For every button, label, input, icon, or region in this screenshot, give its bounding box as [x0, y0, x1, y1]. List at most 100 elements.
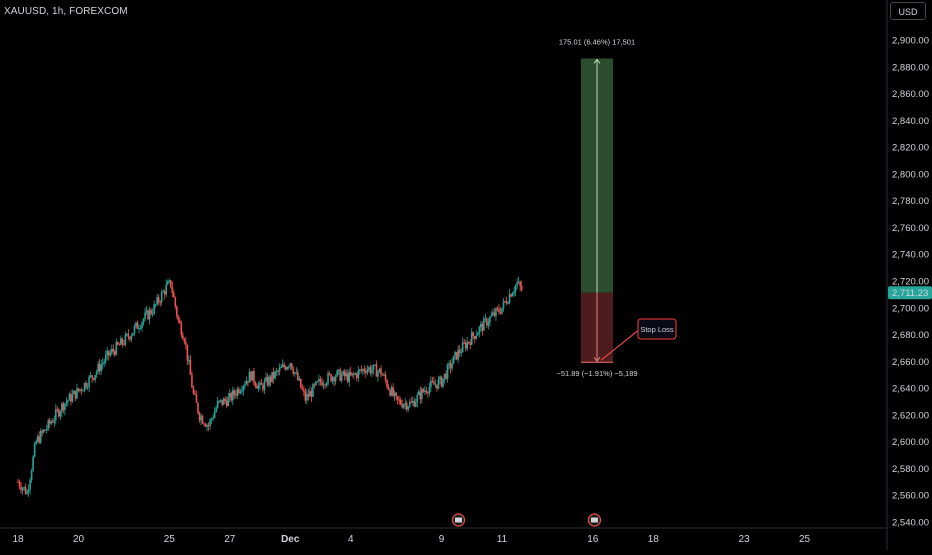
price-axis[interactable]: 2,540.00 2,560.00 2,580.00 2,600.00 2,620.00… [886, 0, 929, 550]
candle-body [36, 436, 39, 442]
candle-body [231, 390, 234, 401]
candle-body [340, 374, 343, 381]
candle-body [171, 286, 174, 294]
candle-body [200, 416, 202, 421]
candle-body [290, 363, 293, 369]
candle-body [61, 403, 63, 412]
candle-body [280, 367, 282, 369]
candle-body [520, 285, 523, 291]
candle-body [322, 384, 325, 386]
candle-body [67, 400, 69, 403]
candle-body [321, 381, 323, 386]
candle-body [79, 389, 81, 391]
callout-box[interactable] [637, 318, 677, 340]
candle-body [241, 390, 243, 392]
time-tick-label: 27 [224, 534, 236, 545]
candle-body [180, 323, 183, 336]
target-arrow-head [593, 58, 601, 64]
currency-button[interactable]: USD [890, 2, 926, 20]
candle-body [18, 481, 21, 487]
candle-body [188, 360, 190, 362]
candle-body [454, 352, 456, 356]
candle-body [215, 407, 217, 412]
candle-body [377, 371, 379, 377]
candle-body [74, 390, 77, 399]
candle-body [431, 380, 434, 382]
candle-body [330, 374, 332, 382]
candle-body [473, 336, 476, 339]
last-price-background [888, 286, 932, 300]
time-axis[interactable]: 18 20 25 27 Dec 4 9 11 16 18 23 25 [0, 527, 887, 545]
time-tick-label: Dec [281, 534, 300, 545]
stop-loss-callout[interactable]: Stop Loss [600, 318, 677, 361]
price-tick-label: 2,660.00 [892, 357, 929, 368]
candle-body [297, 372, 299, 381]
target-label: 175.01 (6.46%) 17,501 [559, 37, 635, 46]
candle-body [94, 375, 96, 380]
candle-body [487, 322, 490, 326]
candle-body [408, 402, 411, 407]
candle-body [402, 404, 405, 408]
candle-body [212, 417, 214, 419]
candle-body [35, 441, 37, 445]
time-tick-label: 4 [348, 534, 354, 545]
candle-body [470, 332, 473, 345]
candle-body [354, 373, 357, 375]
candle-body [318, 378, 320, 382]
event-glyph [590, 517, 598, 523]
candle-body [505, 301, 508, 304]
candle-body [204, 424, 207, 427]
candle-body [387, 387, 390, 390]
candle-body [357, 370, 360, 378]
candle-body [192, 387, 195, 394]
candle-body [141, 322, 143, 328]
candle-body [265, 377, 267, 381]
price-tick-label: 2,580.00 [892, 464, 929, 475]
candle-body [235, 394, 237, 396]
candle-body [410, 402, 413, 404]
time-tick-label: 25 [164, 534, 176, 545]
candle-body [392, 387, 394, 396]
callout-text: Stop Loss [640, 325, 674, 334]
candle-body [372, 364, 375, 370]
candle-body [218, 400, 220, 402]
candle-body [59, 411, 62, 417]
price-tick-label: 2,780.00 [892, 196, 929, 207]
price-tick-label: 2,640.00 [892, 384, 929, 395]
candle-body [244, 384, 246, 387]
candle-body [430, 380, 432, 388]
candle-body [519, 281, 521, 286]
candle-body [168, 280, 171, 282]
candle-body [446, 364, 449, 379]
candle-body [380, 368, 382, 375]
price-tick-label: 2,900.00 [892, 36, 929, 47]
candle-body [514, 285, 517, 292]
candle-body [342, 370, 344, 375]
earnings-flag-icon[interactable] [587, 513, 602, 527]
candle-body [136, 322, 139, 329]
events-group[interactable] [451, 513, 602, 527]
candle-body [327, 373, 329, 384]
candle-body [348, 371, 351, 382]
candle-body [303, 389, 305, 392]
candle-body [463, 342, 465, 344]
candle-body [45, 428, 48, 431]
candle-body [368, 367, 370, 370]
candle-body [398, 399, 400, 401]
earnings-flag-icon[interactable] [451, 513, 466, 527]
candle-body [452, 355, 455, 364]
candle-body [433, 381, 435, 385]
candle-body [513, 291, 515, 294]
candle-body [374, 364, 376, 366]
candle-body [345, 373, 348, 377]
candle-body [271, 371, 273, 382]
price-tick-label: 2,860.00 [892, 89, 929, 100]
candle-body [293, 372, 296, 374]
candle-body [139, 327, 142, 329]
long-position-tool[interactable]: 175.01 (6.46%) 17,501 −51.89 (−1.91%) −5… [556, 37, 637, 378]
candle-body [281, 364, 284, 368]
candle-body [393, 392, 396, 396]
candle-body [458, 349, 461, 353]
